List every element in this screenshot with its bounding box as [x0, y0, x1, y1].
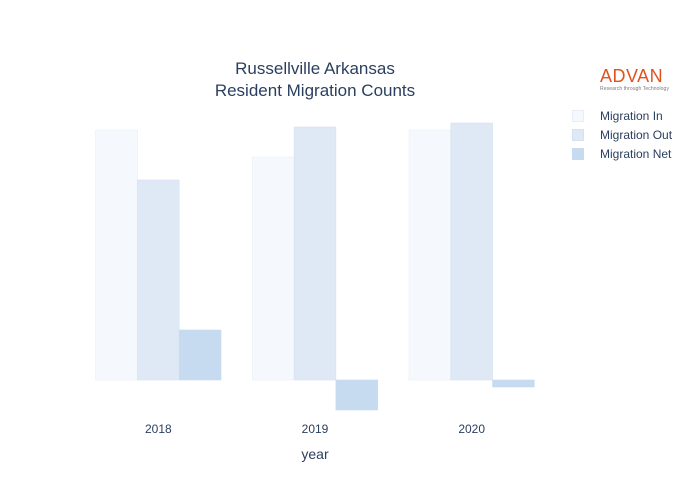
bar-migration-out-2018[interactable] — [137, 180, 179, 380]
x-axis-title: year — [80, 446, 550, 462]
bar-migration-in-2019[interactable] — [252, 157, 294, 380]
bar-migration-in-2018[interactable] — [96, 130, 138, 380]
bars-group — [96, 123, 535, 410]
bar-migration-net-2018[interactable] — [179, 330, 221, 380]
bar-migration-net-2020[interactable] — [493, 380, 535, 387]
bar-migration-net-2019[interactable] — [336, 380, 378, 410]
bar-migration-in-2020[interactable] — [409, 130, 451, 380]
x-tick-label-2020: 2020 — [458, 422, 485, 436]
x-tick-label-2019: 2019 — [302, 422, 329, 436]
plot-area: 2018 2019 2020 — [0, 0, 700, 500]
chart-container: Russellville Arkansas Resident Migration… — [0, 0, 700, 500]
bar-migration-out-2019[interactable] — [294, 127, 336, 380]
x-tick-labels: 2018 2019 2020 — [145, 422, 485, 436]
x-tick-label-2018: 2018 — [145, 422, 172, 436]
bar-migration-out-2020[interactable] — [451, 123, 493, 380]
